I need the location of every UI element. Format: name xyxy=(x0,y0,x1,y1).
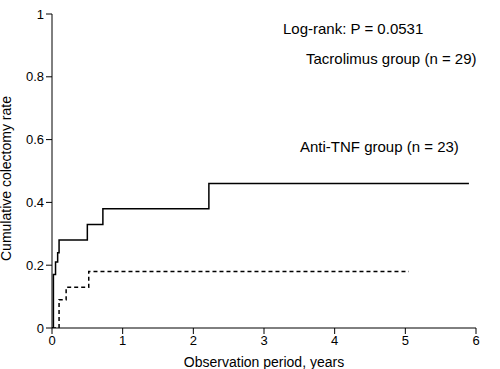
svg-text:0.2: 0.2 xyxy=(26,258,44,273)
svg-text:3: 3 xyxy=(260,333,267,348)
html-text:Anti-TNF group (n = 23): Anti-TNF group (n = 23) xyxy=(300,138,459,155)
svg-text:5: 5 xyxy=(402,333,409,348)
svg-text:0.4: 0.4 xyxy=(26,195,44,210)
html-text:Log-rank: P = 0.0531: Log-rank: P = 0.0531 xyxy=(283,20,424,37)
svg-text:2: 2 xyxy=(190,333,197,348)
svg-text:0.6: 0.6 xyxy=(26,132,44,147)
svg-text:0: 0 xyxy=(48,333,55,348)
svg-text:1: 1 xyxy=(37,7,44,22)
html-text:Tacrolimus group (n = 29): Tacrolimus group (n = 29) xyxy=(306,50,477,67)
svg-text:0: 0 xyxy=(37,321,44,336)
svg-text:Cumulative colectomy rate: Cumulative colectomy rate xyxy=(8,96,14,261)
svg-text:1: 1 xyxy=(119,333,126,348)
svg-text:Observation period, years: Observation period, years xyxy=(184,354,344,369)
svg-text:4: 4 xyxy=(331,333,338,348)
svg-text:6: 6 xyxy=(472,333,479,348)
svg-text:0.8: 0.8 xyxy=(26,69,44,84)
